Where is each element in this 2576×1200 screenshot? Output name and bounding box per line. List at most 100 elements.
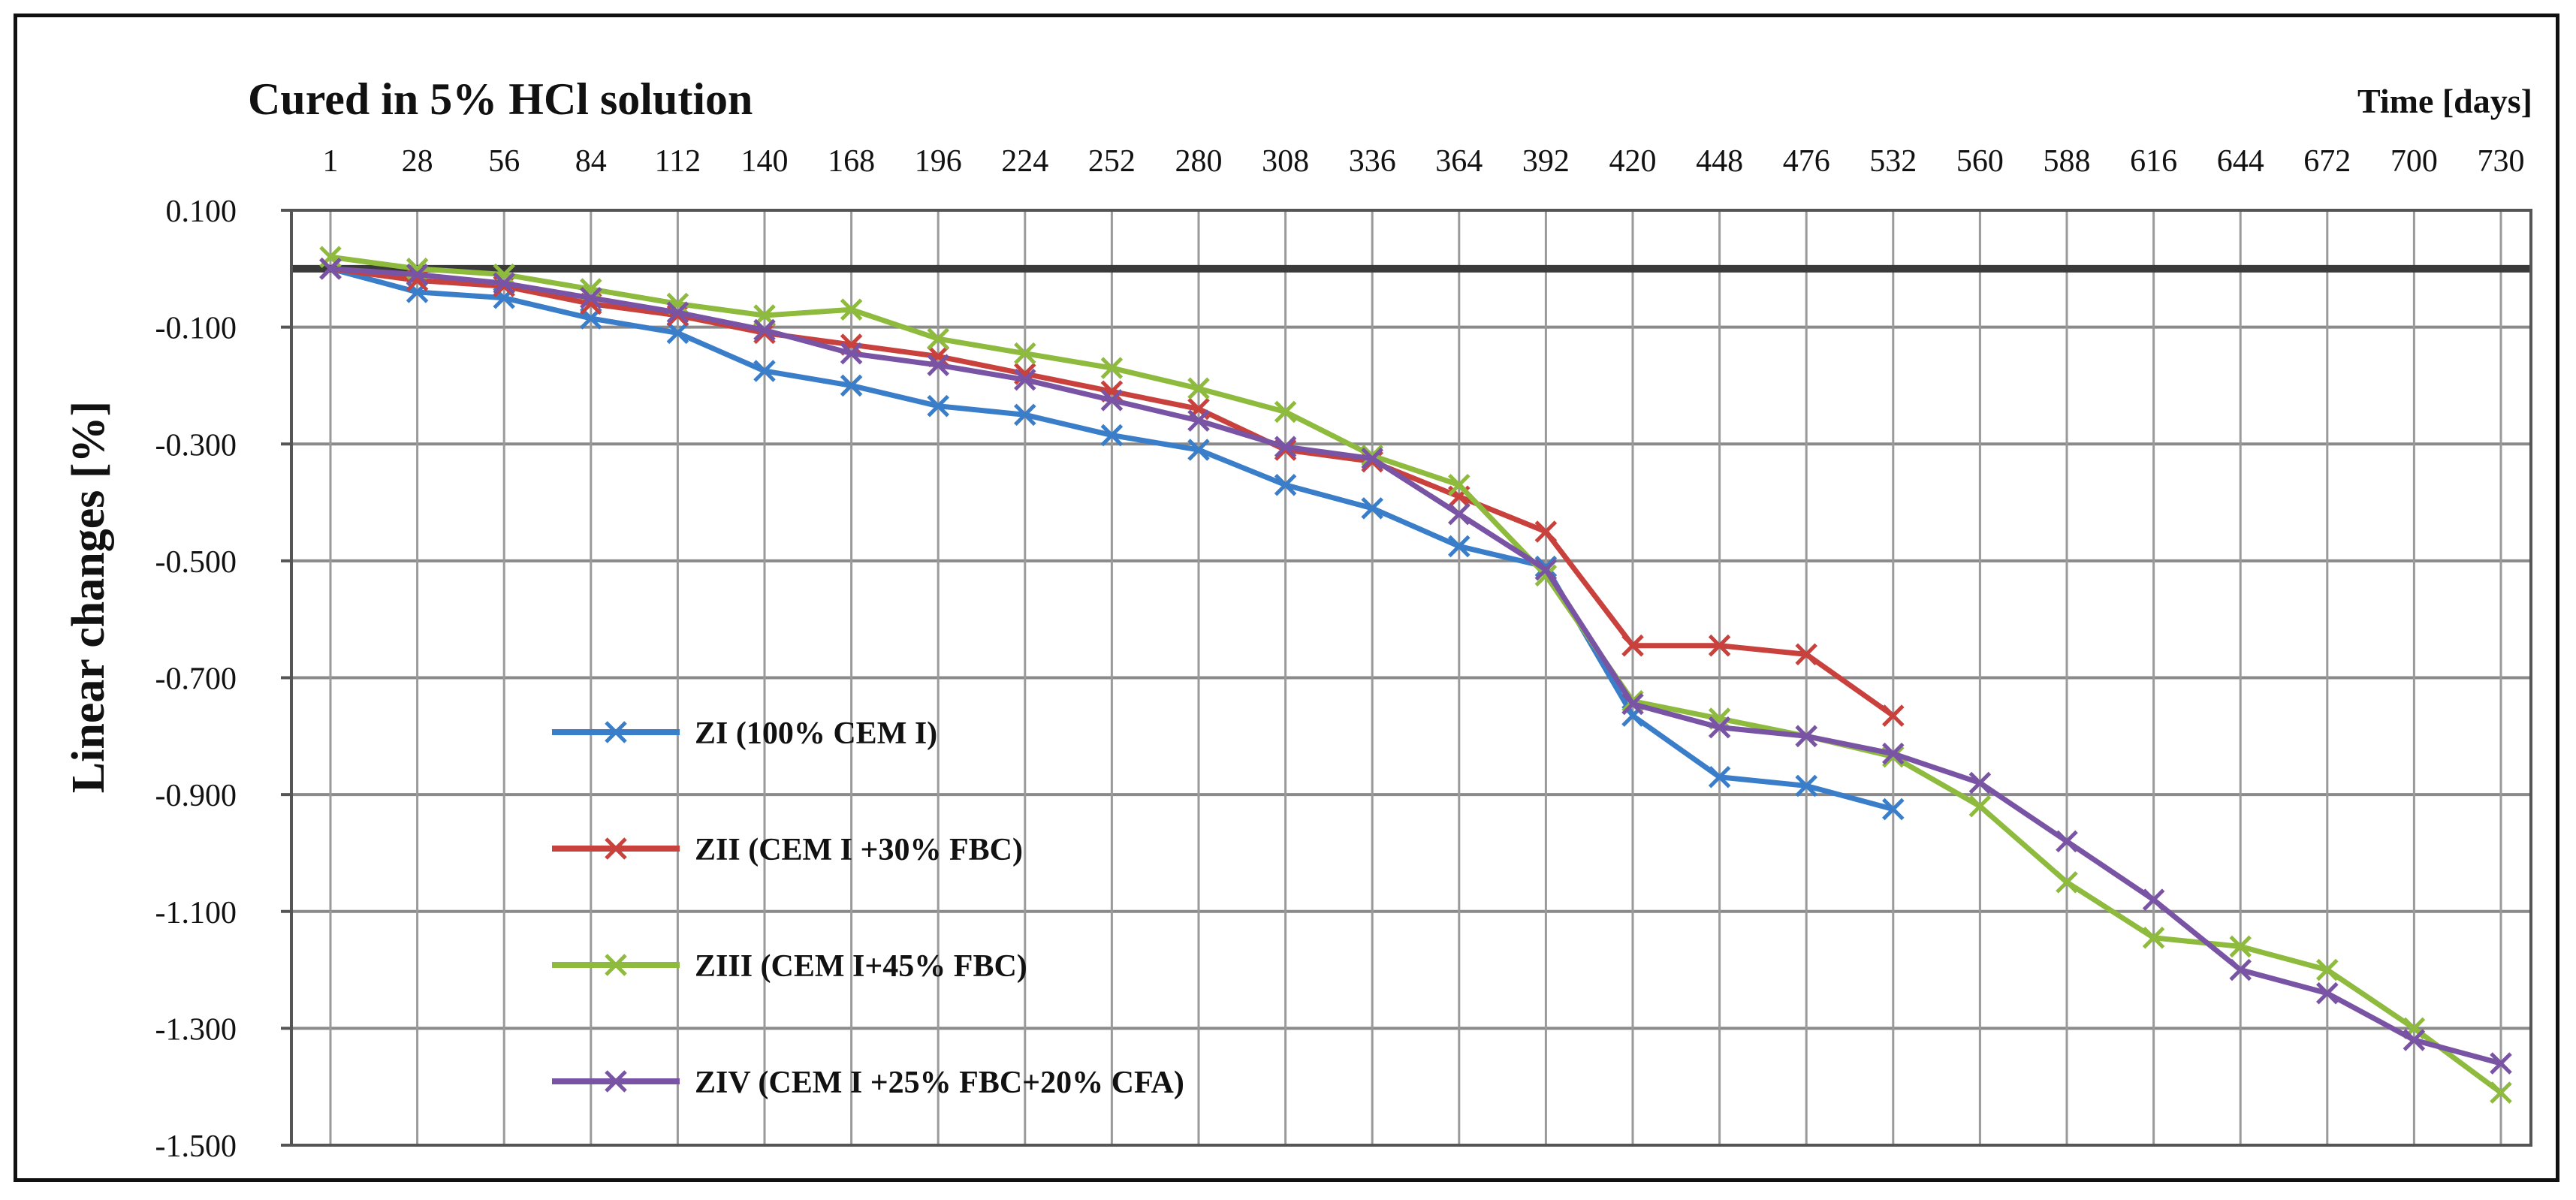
data-point (1795, 774, 1817, 797)
data-point (2316, 981, 2339, 1005)
y-tick-label: -1.500 (155, 1129, 237, 1164)
data-point (1968, 794, 1992, 818)
x-tick-labels: 1 28 56 84 112 140 168 196 224 252 280 308 336 364 392… (323, 144, 2525, 179)
data-point (1448, 473, 1470, 496)
x-tick-label: 112 (655, 144, 701, 179)
data-point (1274, 473, 1297, 496)
x-tick-label: 308 (1262, 144, 1309, 179)
y-tick-label: -0.900 (155, 779, 237, 813)
y-tick-label: -0.500 (155, 545, 237, 580)
x-tick-label: 364 (1435, 144, 1483, 179)
legend-marker (605, 954, 627, 976)
data-point (2229, 935, 2252, 958)
data-point (1795, 643, 1817, 666)
data-point (2142, 926, 2165, 949)
x-tick-label: 196 (915, 144, 962, 179)
data-point (2490, 1052, 2512, 1075)
data-point (1795, 725, 1817, 748)
data-point (1014, 368, 1036, 391)
data-point (2490, 1081, 2512, 1104)
data-point (1708, 634, 1731, 657)
series-4 (319, 258, 2512, 1075)
data-point (1014, 342, 1036, 365)
data-point (1187, 377, 1210, 400)
x-tick-label: 56 (488, 144, 520, 179)
data-point (1274, 400, 1297, 424)
data-point (1882, 797, 1905, 821)
data-point (927, 327, 949, 350)
data-point (1448, 502, 1470, 526)
series-3 (319, 246, 2512, 1104)
x-tick-label: 476 (1783, 144, 1830, 179)
series-line (330, 254, 2503, 1095)
x-tick-label: 448 (1696, 144, 1743, 179)
data-point (840, 298, 863, 321)
data-point (840, 342, 863, 365)
legend-item: ZII (CEM I +30% FBC) (552, 833, 1023, 867)
data-point (666, 321, 689, 345)
legend: ZI (100% CEM I) ZII (CEM I +30% FBC) ZIII … (552, 716, 1184, 1100)
y-tick-label: -0.700 (155, 662, 237, 697)
data-point (1100, 357, 1124, 379)
data-point (2142, 888, 2165, 911)
x-tick-label: 588 (2044, 144, 2091, 179)
data-point (1014, 403, 1036, 427)
data-point (753, 318, 776, 342)
y-tick-label: -0.100 (155, 312, 237, 346)
data-point (319, 258, 342, 280)
y-tick-label: -1.100 (155, 896, 237, 930)
data-point (666, 301, 689, 324)
x-tick-label: 252 (1088, 144, 1136, 179)
y-tick-label: -0.300 (155, 428, 237, 463)
legend-label: ZI (100% CEM I) (695, 716, 937, 751)
data-point (1534, 558, 1558, 581)
data-point (1708, 716, 1731, 739)
legend-item: ZIII (CEM I+45% FBC) (552, 949, 1027, 984)
data-point (1361, 447, 1383, 470)
legend-label: ZIII (CEM I+45% FBC) (695, 949, 1027, 984)
data-point (1621, 692, 1644, 716)
x-tick-label: 280 (1175, 144, 1223, 179)
data-point (2403, 1029, 2426, 1051)
x-tick-label: 420 (1609, 144, 1657, 179)
legend-label: ZII (CEM I +30% FBC) (695, 833, 1023, 867)
chart-title: Cured in 5% HCl solution (248, 74, 753, 124)
legend-item: ZIV (CEM I +25% FBC+20% CFA) (552, 1066, 1184, 1100)
data-point (2316, 958, 2339, 981)
data-point (1968, 771, 1992, 794)
x-tick-label: 644 (2217, 144, 2264, 179)
data-point (1274, 436, 1297, 458)
x-tick-label: 672 (2303, 144, 2351, 179)
data-point (580, 286, 602, 309)
x-tick-label: 168 (828, 144, 875, 179)
data-point (406, 263, 429, 286)
x-tick-label: 700 (2390, 144, 2438, 179)
data-point (493, 272, 515, 295)
x-tick-label: 392 (1522, 144, 1570, 179)
axes (281, 209, 2532, 1147)
x-tick-label: 616 (2130, 144, 2177, 179)
x-tick-label: 532 (1869, 144, 1917, 179)
data-point (1534, 520, 1558, 543)
data-point (927, 354, 949, 376)
legend-marker (605, 1070, 627, 1093)
x-tick-label: 730 (2478, 144, 2525, 179)
series-line (330, 266, 2502, 1066)
data-point (2229, 958, 2252, 981)
legend-marker (605, 837, 627, 860)
y-tick-label: 0.100 (166, 194, 237, 229)
data-point (1708, 766, 1731, 788)
data-series (319, 246, 2512, 1104)
x-axis-label: Time [days] (2357, 82, 2532, 120)
y-axis-label: Linear changes [%] (63, 401, 114, 793)
x-tick-label: 1 (323, 144, 339, 179)
x-tick-label: 560 (1956, 144, 2004, 179)
x-tick-label: 28 (402, 144, 433, 179)
grid-lines (291, 209, 2531, 1147)
data-point (1882, 704, 1905, 727)
data-point (1882, 742, 1905, 765)
x-tick-label: 84 (575, 144, 607, 179)
legend-marker (605, 721, 627, 743)
data-point (1361, 497, 1383, 520)
data-point (753, 360, 776, 382)
